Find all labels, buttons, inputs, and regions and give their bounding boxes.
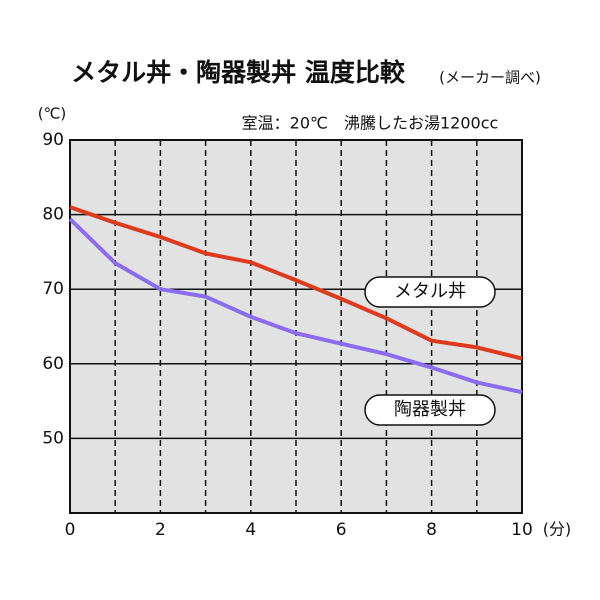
y-tick-label: 80 (42, 205, 64, 225)
series-line (69, 205, 523, 361)
x-tick-label: 10 (511, 520, 533, 540)
y-axis-label: (℃) (38, 105, 67, 123)
chart-subtitle: (メーカー調べ) (439, 69, 541, 87)
series-label: メタル丼 (394, 281, 466, 302)
series-label-box (364, 276, 496, 308)
x-tick-label: 6 (336, 520, 347, 540)
x-tick-label: 0 (65, 520, 76, 540)
y-tick-label: 50 (42, 428, 64, 448)
x-tick-label: 4 (245, 520, 256, 540)
x-tick-label: 8 (426, 520, 437, 540)
plot-frame (69, 139, 523, 514)
series-label-box (364, 394, 496, 426)
y-tick-label: 90 (42, 130, 64, 150)
annotation: 室温：20℃ 沸騰したお湯1200cc (242, 114, 499, 133)
x-axis-label: (分) (543, 520, 572, 539)
y-tick-label: 70 (42, 279, 64, 299)
series-label: 陶器製丼 (394, 399, 466, 420)
x-tick-label: 2 (155, 520, 166, 540)
chart-title: メタル丼・陶器製丼 温度比較 (71, 58, 406, 87)
series-line (68, 217, 523, 395)
y-tick-label: 60 (42, 354, 64, 374)
